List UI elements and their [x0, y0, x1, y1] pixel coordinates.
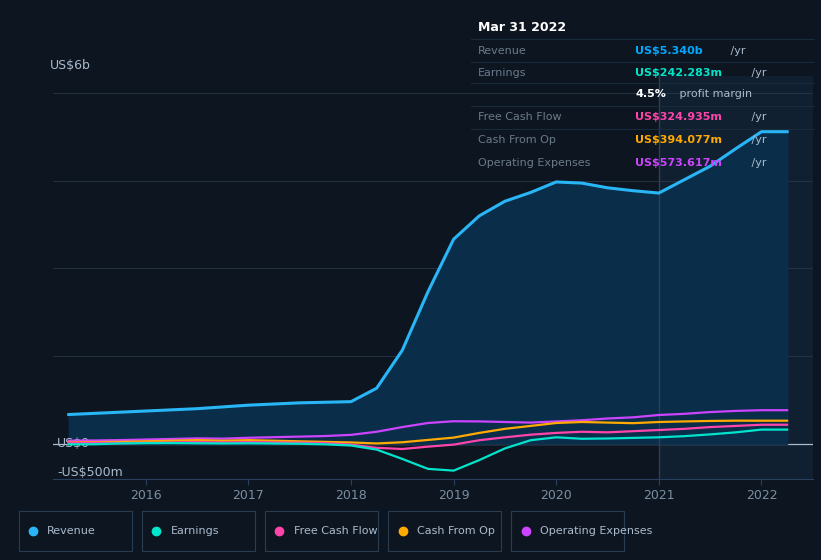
FancyBboxPatch shape [265, 511, 378, 550]
FancyBboxPatch shape [511, 511, 625, 550]
Text: Earnings: Earnings [478, 68, 526, 78]
FancyBboxPatch shape [19, 511, 132, 550]
FancyBboxPatch shape [142, 511, 255, 550]
FancyBboxPatch shape [388, 511, 502, 550]
Text: US$573.617m: US$573.617m [635, 158, 722, 167]
Text: /yr: /yr [748, 112, 766, 122]
Text: Cash From Op: Cash From Op [478, 135, 556, 145]
Text: Operating Expenses: Operating Expenses [478, 158, 590, 167]
Text: Operating Expenses: Operating Expenses [540, 526, 653, 535]
Text: profit margin: profit margin [677, 90, 752, 100]
Text: Earnings: Earnings [171, 526, 219, 535]
Text: US$6b: US$6b [49, 59, 90, 72]
Bar [658, 76, 813, 479]
Text: /yr: /yr [727, 45, 745, 55]
Text: Mar 31 2022: Mar 31 2022 [478, 21, 566, 34]
Text: Revenue: Revenue [478, 45, 527, 55]
Text: Free Cash Flow: Free Cash Flow [478, 112, 562, 122]
Text: Cash From Op: Cash From Op [417, 526, 495, 535]
Text: US$5.340b: US$5.340b [635, 45, 703, 55]
Text: Revenue: Revenue [48, 526, 96, 535]
Text: /yr: /yr [748, 135, 766, 145]
Text: 4.5%: 4.5% [635, 90, 666, 100]
Text: Free Cash Flow: Free Cash Flow [294, 526, 378, 535]
Text: US$394.077m: US$394.077m [635, 135, 722, 145]
Text: US$324.935m: US$324.935m [635, 112, 722, 122]
Text: US$0: US$0 [57, 437, 90, 450]
Text: /yr: /yr [748, 68, 766, 78]
Text: -US$500m: -US$500m [57, 466, 123, 479]
Text: US$242.283m: US$242.283m [635, 68, 722, 78]
Text: /yr: /yr [748, 158, 766, 167]
